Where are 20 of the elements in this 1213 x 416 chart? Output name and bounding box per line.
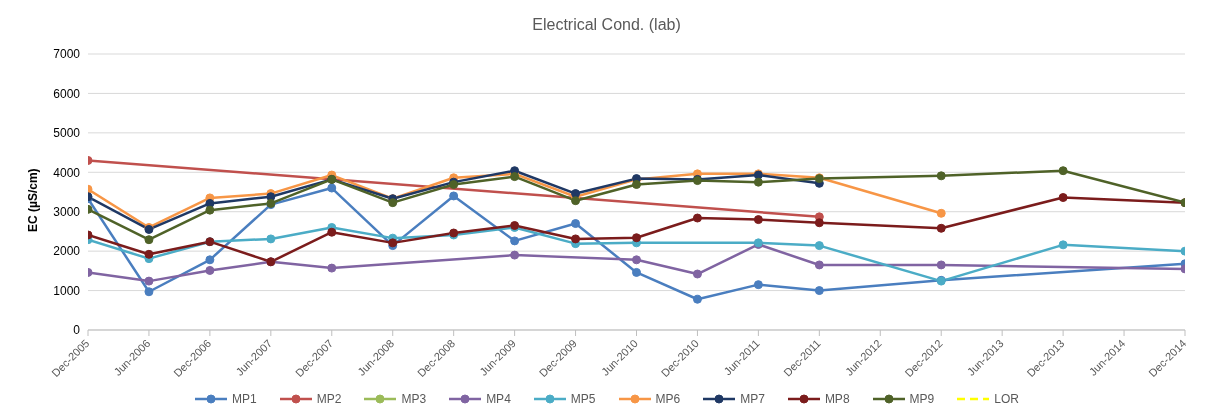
y-tick-label: 4000	[53, 165, 81, 180]
y-tick-label: 7000	[53, 47, 81, 62]
y-tick-label: 0	[73, 323, 81, 338]
y-axis-title: EC (µS/cm)	[26, 168, 41, 232]
y-tick-label: 2000	[53, 244, 81, 259]
legend-label: LOR	[994, 392, 1019, 406]
legend-label: MP4	[486, 392, 511, 406]
legend-label: MP9	[909, 392, 935, 406]
chart-title: Electrical Cond. (lab)	[531, 15, 682, 35]
legend-label: MP1	[232, 392, 257, 406]
y-tick-label: 5000	[53, 126, 81, 141]
y-tick-label: 1000	[53, 283, 81, 298]
legend-label: MP5	[570, 392, 596, 406]
legend-label: MP3	[401, 392, 427, 406]
legend-label: MP8	[824, 392, 850, 406]
legend-label: MP6	[655, 392, 681, 406]
y-tick-label: 3000	[53, 204, 81, 219]
y-tick-label: 6000	[53, 86, 81, 101]
legend-label: MP2	[316, 392, 342, 406]
legend-label: MP7	[740, 392, 765, 406]
